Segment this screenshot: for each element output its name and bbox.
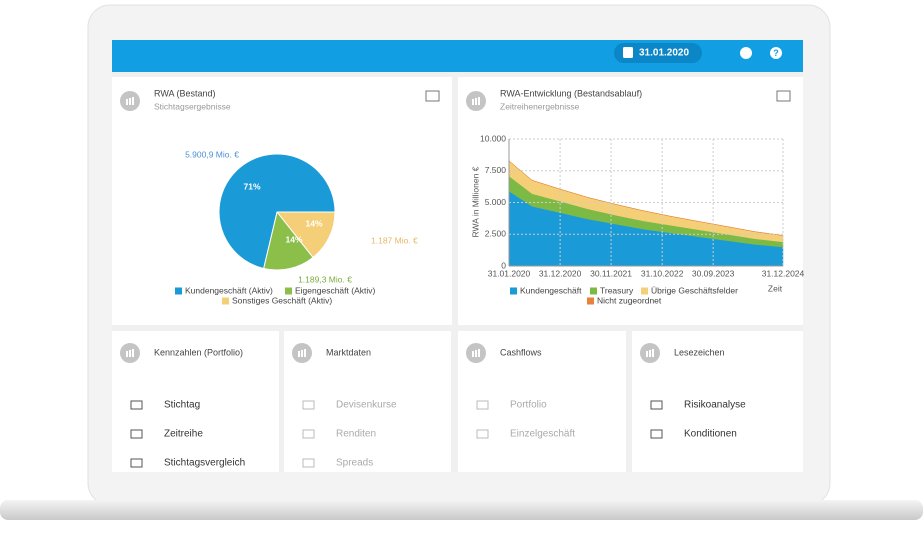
card-icon-bar [646, 351, 648, 357]
tile-item[interactable]: Stichtagsvergleich [164, 458, 245, 469]
pie-percent-label: 71% [243, 181, 260, 191]
card-icon-bar [132, 97, 134, 105]
tile-item[interactable]: Konditionen [684, 429, 737, 440]
x-tick-label: 31.12.2020 [539, 268, 582, 278]
x-tick-label: 31.01.2020 [488, 268, 531, 278]
item-icon [650, 400, 663, 410]
legend-label: Sonstiges Geschäft (Aktiv) [232, 295, 332, 305]
tile-item[interactable]: Zeitreihe [164, 429, 203, 440]
y-axis-label: RWA in Millionen € [470, 166, 480, 237]
legend-label: Nicht zugeordnet [597, 295, 662, 305]
card-icon-bar [478, 349, 480, 357]
tile-item[interactable]: Portfolio [510, 400, 547, 411]
card-icon-bar [652, 349, 654, 357]
legend-label: Übrige Geschäftsfelder [651, 285, 738, 295]
card-icon-bar [475, 98, 477, 105]
legend-swatch [510, 287, 517, 295]
help-icon[interactable] [770, 47, 782, 59]
legend-swatch [222, 297, 229, 305]
y-tick-label: 2.500 [485, 229, 507, 239]
legend-swatch [285, 287, 292, 295]
pie-value-label: 5.900,9 Mio. € [185, 149, 239, 159]
card-icon-bar [472, 351, 474, 357]
pie-percent-label: 14% [305, 218, 322, 228]
card-icon-bar [129, 350, 131, 357]
item-icon [302, 400, 315, 410]
legend-label: Treasury [600, 285, 634, 295]
item-icon [476, 400, 489, 410]
card-icon-bar [129, 98, 131, 105]
item-icon [476, 429, 489, 439]
card-icon-bar [649, 350, 651, 357]
x-tick-label: 31.10.2022 [641, 268, 684, 278]
card-icon-bar [304, 349, 306, 357]
card-icon-bar [475, 350, 477, 357]
pie-percent-label: 14% [285, 234, 302, 244]
laptop-base [0, 500, 923, 520]
tile-title: Kennzahlen (Portfolio) [154, 347, 243, 357]
card-icon-bar [126, 99, 128, 105]
pie-slice [218, 153, 336, 270]
pie-slice [275, 211, 336, 259]
export-button[interactable] [776, 90, 791, 102]
legend-swatch [590, 287, 597, 295]
item-icon [130, 400, 143, 410]
tile-item[interactable]: Devisenkurse [336, 400, 397, 411]
legend-label: Kundengeschäft (Aktiv) [185, 285, 273, 295]
y-tick-label: 5.000 [485, 197, 507, 207]
tile-title: Cashflows [500, 347, 542, 357]
legend-swatch [587, 297, 594, 305]
account-icon[interactable] [740, 47, 752, 59]
tile-item[interactable]: Einzelgeschäft [510, 429, 575, 440]
legend-swatch [175, 287, 182, 295]
card-subtitle: Stichtagsergebnisse [154, 101, 231, 111]
x-tick-label: 30.11.2021 [590, 268, 632, 278]
legend-swatch [641, 287, 648, 295]
pie-slice [263, 210, 314, 271]
tile-item[interactable]: Risikoanalyse [684, 400, 746, 411]
item-icon [130, 429, 143, 439]
card-icon-bar [478, 97, 480, 105]
tile-item[interactable]: Spreads [336, 458, 373, 469]
legend-label: Kundengeschäft [520, 285, 582, 295]
legend-label: Eigengeschäft (Aktiv) [295, 285, 375, 295]
card-title: RWA-Entwicklung (Bestandsablauf) [500, 88, 642, 98]
x-axis-label: Zeit [768, 283, 783, 293]
item-icon [302, 458, 315, 468]
item-icon [650, 429, 663, 439]
card-icon-bar [472, 99, 474, 105]
date-picker[interactable] [614, 43, 702, 63]
card-icon-bar [301, 350, 303, 357]
card-icon-bar [298, 351, 300, 357]
tile-item[interactable]: Renditen [336, 429, 376, 440]
card-icon-bar [126, 351, 128, 357]
x-tick-label: 30.09.2023 [692, 268, 735, 278]
card-subtitle: Zeitreihenergebnisse [500, 101, 580, 111]
pie-value-label: 1.187 Mio. € [371, 235, 418, 245]
item-icon [130, 458, 143, 468]
help-glyph: ? [773, 48, 779, 58]
y-tick-label: 10.000 [480, 133, 506, 143]
header-date: 31.01.2020 [639, 48, 689, 59]
y-tick-label: 7.500 [485, 165, 507, 175]
tile-title: Marktdaten [326, 347, 371, 357]
y-tick-label: 0 [501, 260, 506, 270]
tile-item[interactable]: Stichtag [164, 400, 200, 411]
card-title: RWA (Bestand) [154, 88, 216, 98]
item-icon [302, 429, 315, 439]
x-tick-label: 31.12.2024 [762, 268, 805, 278]
card-icon-bar [132, 349, 134, 357]
calendar-icon [623, 47, 633, 58]
pie-value-label: 1.189,3 Mio. € [298, 274, 352, 284]
tile-title: Lesezeichen [674, 347, 725, 357]
export-button[interactable] [425, 90, 440, 102]
